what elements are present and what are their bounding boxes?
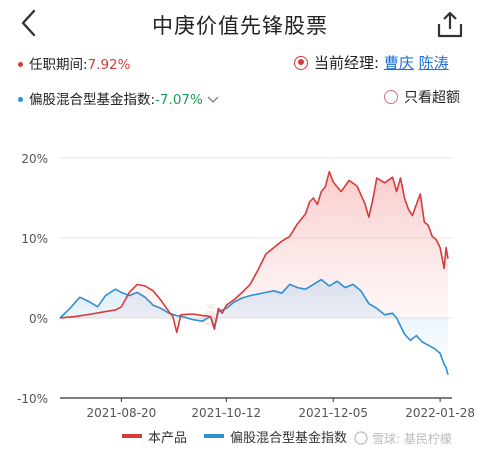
performance-chart: ǒ 20%10%0%-10% 2021-08-202021-10-122021-… — [17, 152, 475, 446]
x-tick-label: 2021-08-20 — [86, 406, 156, 420]
y-tick-label: 20% — [21, 152, 48, 166]
index-label: 偏股混合型基金指数: — [29, 92, 156, 108]
tenure-label: 任职期间: — [29, 57, 88, 73]
y-tick-label: -10% — [17, 392, 48, 406]
chart-legend: 本产品 偏股混合型基金指数 — [122, 430, 347, 446]
index-stat[interactable]: 偏股混合型基金指数:-7.07% — [18, 88, 219, 108]
share-icon[interactable] — [434, 10, 466, 40]
legend-swatch — [122, 434, 142, 438]
x-tick-label: 2021-10-12 — [191, 406, 261, 420]
back-arrow-icon[interactable] — [14, 8, 44, 38]
legend-swatch — [204, 434, 224, 438]
y-tick-label: 0% — [29, 312, 48, 326]
excess-only-label: 只看超额 — [404, 90, 460, 106]
index-area — [60, 279, 449, 375]
chart-areas — [60, 171, 449, 375]
manager-radio[interactable] — [294, 55, 308, 70]
chevron-down-icon[interactable] — [207, 96, 219, 104]
index-series-line — [59, 278, 449, 376]
index-value: -7.07% — [155, 92, 203, 108]
current-manager: 当前经理: 曹庆 陈涛 — [294, 52, 449, 73]
page-title: 中庚价值先锋股票 — [152, 14, 328, 38]
index-dot-icon — [18, 96, 23, 102]
product-series-line — [59, 170, 449, 334]
excess-only-toggle[interactable]: 只看超额 — [384, 87, 460, 107]
watermark-text: 雪球: 基民柠檬 — [372, 431, 452, 446]
y-tick-label: 10% — [21, 232, 48, 246]
y-axis: 20% 10% 0% -10% — [17, 152, 48, 406]
product-dot-icon — [18, 61, 23, 67]
x-tick-label: 2022-01-28 — [405, 406, 475, 420]
x-axis: 2021-08-20 2021-10-12 2021-12-05 2022-01-28 — [86, 398, 475, 420]
legend-label: 本产品 — [148, 431, 187, 446]
x-tick-label: 2021-12-05 — [298, 406, 368, 420]
manager-link-1[interactable]: 陈涛 — [418, 54, 449, 72]
snowball-logo-icon — [354, 431, 368, 445]
nav-bar: 中庚价值先锋股票 — [0, 0, 480, 48]
manager-link-0[interactable]: 曹庆 — [383, 54, 414, 72]
excess-only-radio[interactable] — [384, 90, 398, 104]
manager-label: 当前经理: — [314, 54, 380, 72]
watermark: 雪球: 基民柠檬 — [354, 431, 452, 446]
legend-label: 偏股混合型基金指数 — [230, 430, 347, 446]
chart-lines — [59, 170, 449, 376]
tenure-value: 7.92% — [87, 57, 131, 73]
tenure-stat: 任职期间:7.92% — [18, 53, 130, 73]
